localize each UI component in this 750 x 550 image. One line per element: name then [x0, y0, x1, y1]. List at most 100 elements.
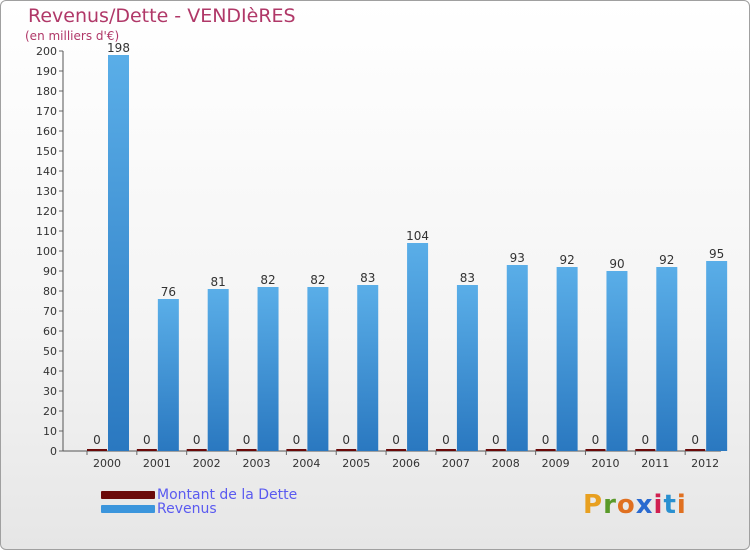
x-tick-label: 2008 [492, 457, 520, 470]
logo-letter: i [676, 490, 687, 520]
x-tick-label: 2009 [542, 457, 570, 470]
x-tick-label: 2010 [591, 457, 619, 470]
chart-subtitle: (en milliers d'€) [25, 29, 120, 43]
data-label-revenus: 90 [609, 257, 624, 271]
y-tick-label: 90 [43, 265, 57, 278]
data-label-dette: 0 [392, 433, 400, 447]
data-label-dette: 0 [293, 433, 301, 447]
x-tick-label: 2000 [93, 457, 121, 470]
y-tick-label: 140 [36, 165, 57, 178]
y-tick-label: 130 [36, 185, 57, 198]
logo-letter: r [603, 490, 617, 520]
x-tick-label: 2001 [143, 457, 171, 470]
y-tick-label: 120 [36, 205, 57, 218]
y-tick-label: 60 [43, 325, 57, 338]
bar-revenus [357, 285, 379, 451]
data-label-revenus: 95 [709, 247, 724, 261]
bar-dette [236, 449, 257, 451]
x-tick-label: 2007 [442, 457, 470, 470]
y-tick-label: 150 [36, 145, 57, 158]
legend-label-dette: Montant de la Dette [157, 487, 298, 503]
bar-revenus [257, 287, 279, 451]
data-label-revenus: 83 [360, 271, 375, 285]
legend-item-revenus: Revenus [101, 501, 217, 517]
legend-item-dette: Montant de la Dette [101, 487, 298, 503]
data-label-revenus: 92 [659, 253, 674, 267]
bar-dette [635, 449, 656, 451]
y-tick-label: 70 [43, 305, 57, 318]
y-tick-label: 40 [43, 365, 57, 378]
bar-dette [585, 449, 606, 451]
y-tick-label: 160 [36, 125, 57, 138]
y-tick-label: 170 [36, 105, 57, 118]
x-tick-label: 2012 [691, 457, 719, 470]
data-label-revenus: 198 [107, 41, 130, 55]
bar-revenus [207, 289, 229, 451]
bar-dette [386, 449, 407, 451]
bar-revenus [157, 299, 179, 451]
y-tick-label: 180 [36, 85, 57, 98]
logo-letter: i [653, 490, 664, 520]
bar-revenus [506, 265, 528, 451]
data-label-revenus: 81 [211, 275, 226, 289]
data-label-revenus: 104 [406, 229, 429, 243]
logo-letter: t [663, 490, 677, 520]
logo-letter: o [616, 490, 636, 520]
data-label-dette: 0 [243, 433, 251, 447]
x-tick-label: 2003 [243, 457, 271, 470]
bar-dette [286, 449, 307, 451]
bar-dette [685, 449, 706, 451]
y-tick-label: 190 [36, 65, 57, 78]
x-tick-label: 2005 [342, 457, 370, 470]
bar-dette [87, 449, 107, 451]
y-tick-label: 0 [50, 445, 57, 458]
data-label-revenus: 82 [260, 273, 275, 287]
data-label-dette: 0 [342, 433, 350, 447]
legend-swatch-dette [101, 491, 155, 499]
x-tick-label: 2004 [292, 457, 320, 470]
legend-swatch-revenus [101, 505, 155, 513]
data-label-dette: 0 [492, 433, 500, 447]
bar-revenus [307, 287, 329, 451]
bar-dette [336, 449, 357, 451]
data-label-dette: 0 [93, 433, 101, 447]
x-tick-label: 2011 [641, 457, 669, 470]
bar-dette [136, 449, 157, 451]
bar-dette [485, 449, 506, 451]
logo-letter: P [583, 490, 604, 520]
data-label-dette: 0 [193, 433, 201, 447]
data-label-revenus: 83 [460, 271, 475, 285]
bar-dette [435, 449, 456, 451]
data-label-revenus: 92 [559, 253, 574, 267]
bar-revenus [556, 267, 578, 451]
y-tick-label: 10 [43, 425, 57, 438]
y-tick-label: 80 [43, 285, 57, 298]
bar-revenus [407, 243, 429, 451]
y-tick-label: 30 [43, 385, 57, 398]
y-tick-label: 50 [43, 345, 57, 358]
bar-revenus [706, 261, 728, 451]
x-tick-label: 2002 [193, 457, 221, 470]
y-tick-label: 20 [43, 405, 57, 418]
data-label-dette: 0 [691, 433, 699, 447]
data-label-dette: 0 [143, 433, 151, 447]
data-label-dette: 0 [542, 433, 550, 447]
bar-dette [535, 449, 556, 451]
data-label-revenus: 82 [310, 273, 325, 287]
bar-revenus [606, 271, 628, 451]
y-tick-label: 200 [36, 45, 57, 58]
bar-revenus [108, 55, 129, 451]
data-label-dette: 0 [641, 433, 649, 447]
bar-revenus [656, 267, 678, 451]
x-tick-label: 2006 [392, 457, 420, 470]
chart-title: Revenus/Dette - VENDIèRES [28, 5, 296, 27]
data-label-revenus: 93 [510, 251, 525, 265]
data-label-revenus: 76 [161, 285, 176, 299]
y-tick-label: 110 [36, 225, 57, 238]
logo-letter: x [635, 490, 654, 520]
legend-label-revenus: Revenus [157, 501, 217, 517]
bar-revenus [456, 285, 478, 451]
data-label-dette: 0 [592, 433, 600, 447]
